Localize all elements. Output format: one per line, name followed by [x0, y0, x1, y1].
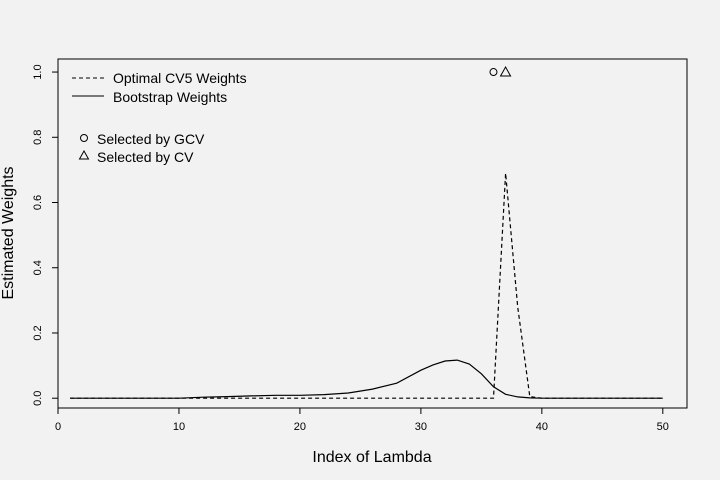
marker-cv: [499, 66, 512, 77]
legend: Optimal CV5 Weights Bootstrap Weights Se…: [72, 70, 247, 165]
legend-label-gcv: Selected by GCV: [97, 131, 205, 147]
legend-label-cv: Selected by CV: [97, 149, 194, 165]
x-tick-label: 20: [294, 421, 306, 433]
y-tick-label: 0.8: [32, 130, 44, 145]
x-tick-label: 0: [55, 421, 61, 433]
series-layer: [70, 173, 663, 399]
legend-symbol-cv: [78, 149, 90, 160]
marker-gcv: [489, 68, 498, 77]
y-tick-label: 0.0: [32, 391, 44, 406]
marker-layer: [489, 66, 512, 77]
x-tick-label: 40: [536, 421, 548, 433]
x-axis: 0 10 20 30 40 50: [55, 408, 669, 433]
y-axis: 0.0 0.2 0.4 0.6 0.8 1.0: [32, 64, 58, 406]
y-axis-title: Estimated Weights: [0, 166, 17, 299]
x-axis-title: Index of Lambda: [312, 449, 431, 466]
series-line-0: [70, 173, 663, 399]
series-line-1: [70, 359, 663, 399]
y-tick-label: 0.4: [32, 260, 44, 275]
legend-symbol-gcv: [80, 134, 88, 142]
x-tick-label: 30: [415, 421, 427, 433]
legend-label-optimal-cv5: Optimal CV5 Weights: [113, 70, 247, 86]
x-tick-label: 10: [173, 421, 185, 433]
y-tick-label: 0.6: [32, 195, 44, 210]
y-tick-label: 0.2: [32, 325, 44, 340]
plot-area: [57, 58, 688, 409]
y-tick-label: 1.0: [32, 64, 44, 79]
legend-label-bootstrap: Bootstrap Weights: [113, 89, 227, 105]
x-tick-label: 50: [657, 421, 669, 433]
